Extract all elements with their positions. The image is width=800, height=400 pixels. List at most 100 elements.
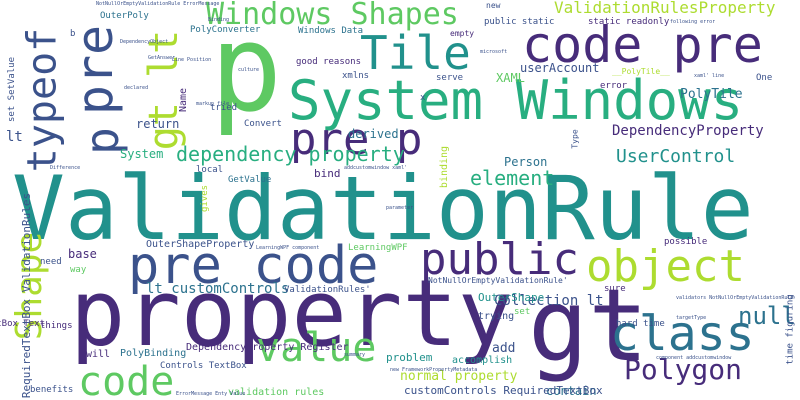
word: will [86, 349, 111, 360]
word: return [136, 117, 180, 131]
word: public static [484, 17, 555, 27]
word: object [586, 241, 745, 292]
word: microsoft [480, 49, 508, 55]
word: LearningWPF component [256, 245, 320, 251]
word: DependencyProperty [612, 123, 764, 139]
word: UserControl [616, 146, 736, 167]
word: Name [178, 87, 190, 113]
word: declared [124, 85, 149, 91]
word: userAccount [520, 61, 600, 75]
word: pre [66, 24, 125, 116]
word: XAML [496, 71, 525, 85]
word: component addcustomwindow [656, 355, 732, 361]
word: error [600, 81, 628, 91]
word: property [70, 260, 514, 367]
word: accomplish [452, 355, 513, 366]
word: OuterShapeProperty [146, 239, 255, 250]
word: p [210, 0, 283, 139]
word: contain [546, 384, 597, 398]
word: derived [348, 127, 399, 141]
word: DependencyObject [120, 39, 169, 45]
word: targetType [676, 315, 707, 321]
word: lt customControls [146, 281, 290, 297]
word: gt [528, 267, 649, 384]
word: NotNullOrEmptyValidationRule' [428, 276, 568, 285]
word: following error [670, 19, 716, 25]
word: One [756, 73, 773, 83]
word: Line Position [172, 57, 212, 63]
word: add [492, 341, 516, 356]
word: parameter [386, 205, 414, 211]
word: benefits [30, 385, 74, 395]
word: element [470, 166, 555, 190]
word: hard time [616, 319, 665, 329]
word: addcustomwindow xaml' [344, 165, 408, 171]
word: way [70, 265, 87, 275]
word: local [196, 165, 224, 175]
word: LearningWPF [348, 243, 408, 253]
word: ValidationRulesProperty [554, 0, 776, 17]
word: RequiredTextBox ValidationRules [20, 192, 34, 399]
word: null [738, 302, 796, 330]
word: System [120, 147, 164, 161]
word: PolyConverter [190, 25, 261, 35]
word: bind [314, 167, 341, 180]
word: good reasons [296, 57, 362, 67]
word: serve [436, 73, 464, 83]
word: lt [6, 129, 23, 145]
word: pre code [128, 236, 379, 296]
word: code [78, 359, 175, 400]
word: binding [439, 145, 451, 189]
word: normal property [400, 369, 518, 384]
word: base [68, 247, 97, 261]
word: dependency property [176, 142, 405, 166]
word: pre p [290, 114, 423, 165]
word: need [40, 257, 62, 267]
word: OuterPoly [100, 11, 149, 21]
word: x [420, 93, 426, 103]
word: set [514, 307, 531, 317]
word: Collection lt [494, 293, 604, 309]
word: possible [664, 237, 708, 247]
word: NotNullOrEmptyValidationRule ErrorMessag… [96, 1, 220, 7]
word: b [70, 29, 76, 39]
word: Tile [360, 26, 471, 80]
word: p [74, 127, 129, 155]
word: set SetValue [7, 56, 18, 123]
word: validation rules [228, 387, 325, 398]
word: Windows Shapes [206, 0, 459, 32]
word: Type [570, 129, 580, 149]
word: value [256, 325, 377, 371]
word: empty [450, 29, 475, 38]
word: tried [210, 103, 238, 113]
word: GetAnswer [148, 55, 176, 61]
word: customControls RequiredTextBox [404, 384, 603, 397]
word: DependencyProperty Register [186, 342, 349, 353]
word: __PolyTile__ [612, 67, 670, 76]
word: validators NotNullOrEmptyValidationRule [676, 295, 794, 301]
word: trying [478, 311, 515, 322]
word: Windows Data [298, 26, 364, 36]
word: Difference [50, 165, 81, 171]
word: things [40, 321, 73, 331]
word: Person [504, 155, 548, 169]
word: new [486, 1, 501, 10]
word: typeof [19, 27, 66, 173]
word: ValidationRules' [284, 285, 371, 295]
word: GetValue [228, 175, 272, 185]
word: time figuring [785, 294, 796, 365]
word: System Windows [288, 69, 744, 132]
word: xaml' line [694, 73, 725, 79]
word: markup file [196, 101, 230, 107]
word: OuterShape [478, 291, 545, 304]
word: PolyTile [680, 87, 743, 102]
word: static readonly [588, 17, 670, 27]
word: culture [238, 67, 260, 73]
word: public [420, 234, 579, 285]
word: Controls TextBox [160, 361, 247, 371]
word: ErrorMessage Enty Value [176, 391, 246, 397]
word: new FrameworkPropertyMetadata [390, 367, 478, 373]
word: gives [200, 184, 211, 213]
word: xmlns [342, 71, 370, 81]
